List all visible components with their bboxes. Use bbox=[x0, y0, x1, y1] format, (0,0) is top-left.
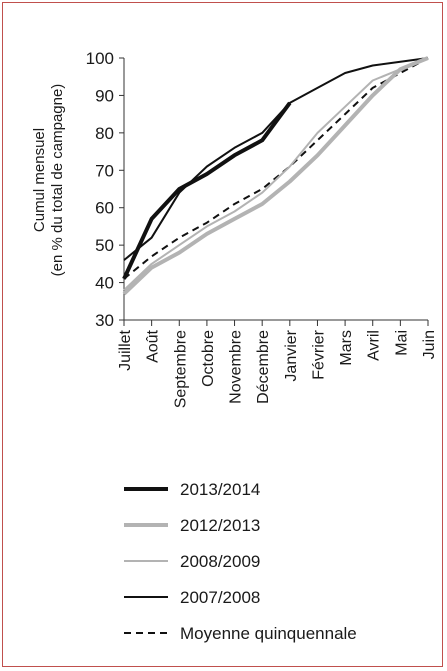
x-tick-label: Avril bbox=[366, 330, 383, 361]
chart-frame bbox=[2, 2, 443, 667]
series-line bbox=[122, 101, 292, 280]
x-tick-label: Juillet bbox=[117, 329, 134, 370]
y-tick-label: 60 bbox=[95, 199, 114, 218]
x-tick-label: Juin bbox=[421, 330, 438, 359]
legend-label: 2008/2009 bbox=[180, 552, 260, 571]
y-tick-label: 80 bbox=[95, 124, 114, 143]
y-axis-label-line1: Cumul mensuel bbox=[31, 128, 48, 232]
legend-label: 2007/2008 bbox=[180, 588, 260, 607]
series-line bbox=[122, 56, 429, 296]
y-tick-label: 90 bbox=[95, 86, 114, 105]
x-tick-label: Novembre bbox=[228, 330, 245, 404]
legend-label: 2013/2014 bbox=[180, 480, 260, 499]
series-line bbox=[123, 57, 429, 291]
x-tick-label: Septembre bbox=[172, 330, 189, 408]
series-line bbox=[123, 57, 429, 280]
legend-label: Moyenne quinquennale bbox=[180, 624, 357, 643]
y-tick-label: 30 bbox=[95, 311, 114, 330]
x-tick-label: Août bbox=[145, 329, 162, 362]
x-tick-label: Octobre bbox=[200, 330, 217, 387]
x-tick-label: Mars bbox=[338, 330, 355, 366]
legend-label: 2012/2013 bbox=[180, 516, 260, 535]
x-tick-label: Décembre bbox=[255, 330, 272, 404]
x-tick-label: Mai bbox=[393, 330, 410, 356]
x-tick-label: Février bbox=[310, 329, 327, 379]
y-tick-label: 50 bbox=[95, 236, 114, 255]
y-tick-label: 40 bbox=[95, 274, 114, 293]
x-tick-label: Janvier bbox=[283, 329, 300, 381]
y-axis-label-line2: (en % du total de campagne) bbox=[49, 84, 66, 277]
y-tick-label: 70 bbox=[95, 161, 114, 180]
series-line bbox=[123, 57, 429, 261]
y-tick-label: 100 bbox=[86, 49, 114, 68]
